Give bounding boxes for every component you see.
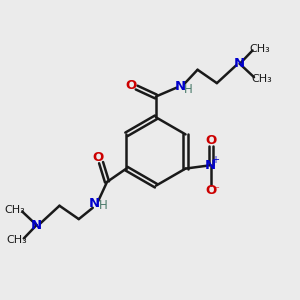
Text: N: N (234, 57, 245, 70)
Text: +: + (211, 155, 219, 165)
Text: O: O (126, 79, 137, 92)
Text: H: H (184, 83, 192, 96)
Text: N: N (31, 218, 42, 232)
Text: O: O (92, 151, 104, 164)
Text: CH₃: CH₃ (250, 44, 270, 54)
Text: O: O (205, 134, 216, 147)
Text: CH₃: CH₃ (4, 205, 25, 215)
Text: CH₃: CH₃ (6, 235, 27, 245)
Text: H: H (99, 199, 108, 212)
Text: N: N (175, 80, 186, 93)
Text: N: N (205, 158, 216, 172)
Text: ⁻: ⁻ (213, 185, 219, 195)
Text: CH₃: CH₃ (251, 74, 272, 84)
Text: O: O (205, 184, 216, 197)
Text: N: N (89, 197, 100, 210)
